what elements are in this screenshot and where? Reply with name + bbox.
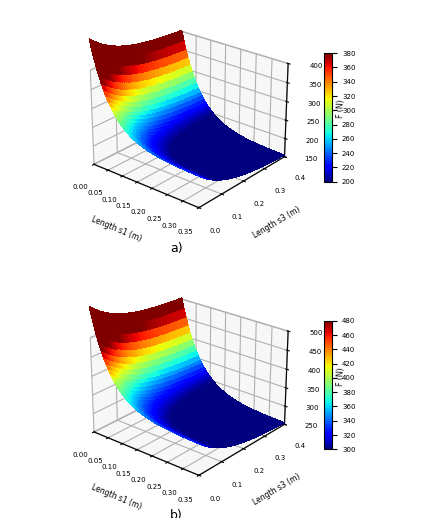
Text: b): b): [169, 509, 182, 518]
Y-axis label: Length s3 (m): Length s3 (m): [251, 472, 301, 507]
X-axis label: Length s1 (m): Length s1 (m): [90, 482, 142, 511]
Y-axis label: Length s3 (m): Length s3 (m): [251, 205, 301, 239]
X-axis label: Length s1 (m): Length s1 (m): [90, 215, 142, 243]
Text: a): a): [169, 241, 182, 254]
